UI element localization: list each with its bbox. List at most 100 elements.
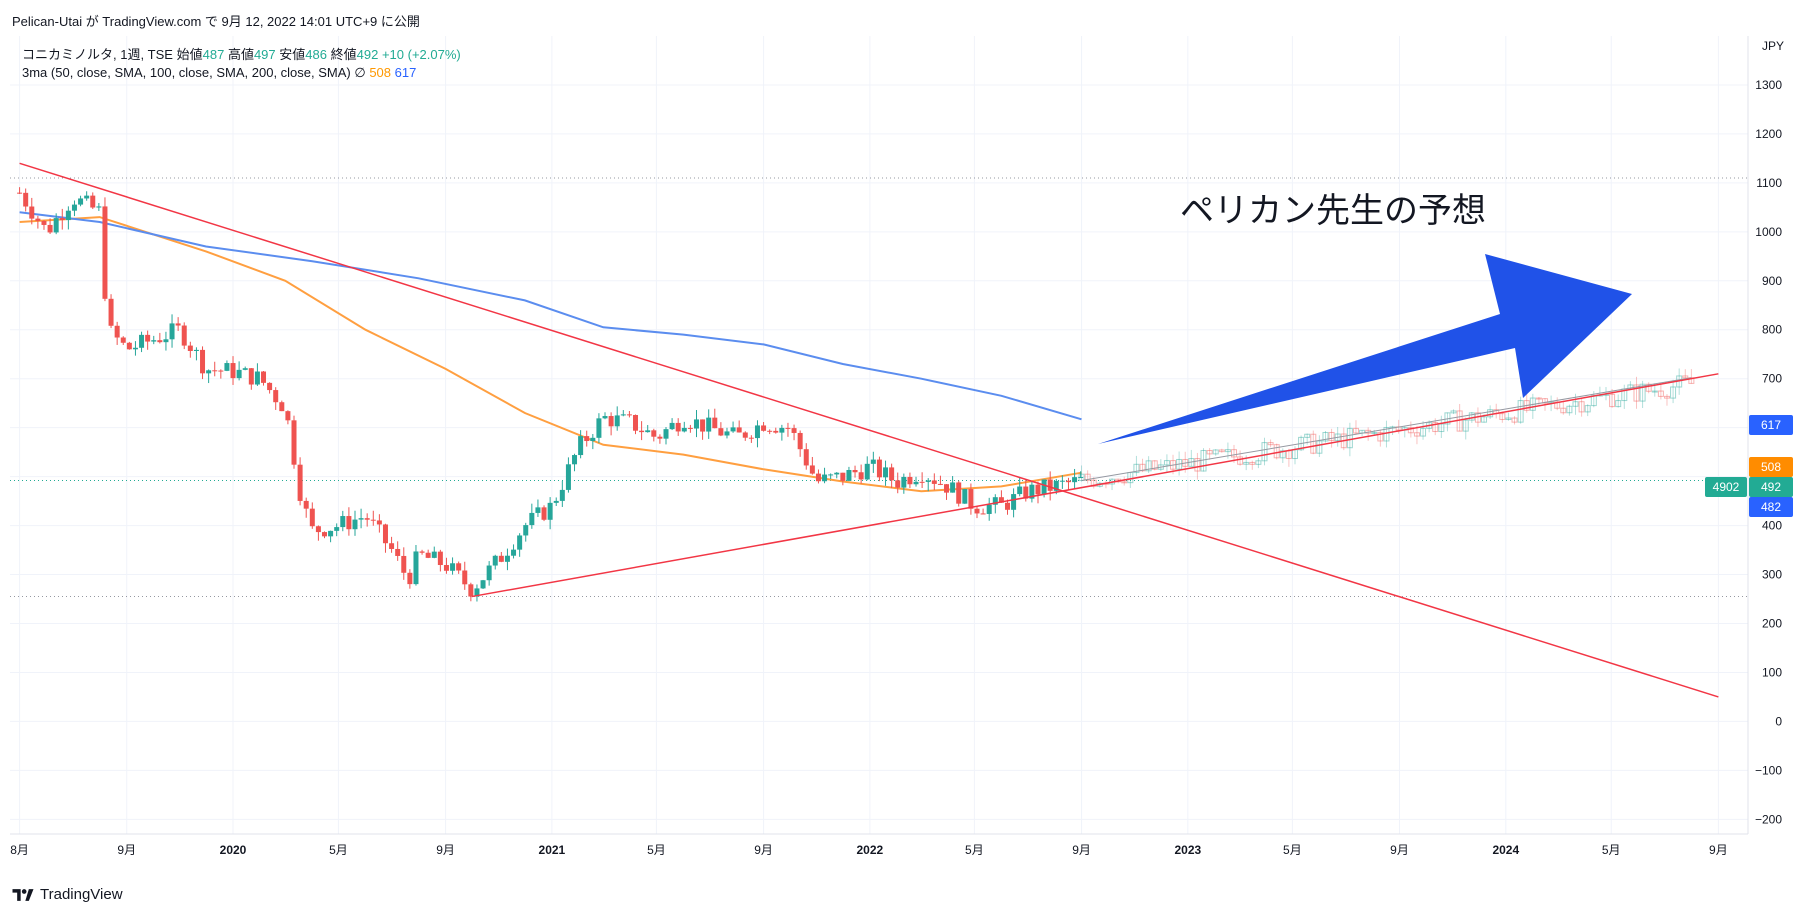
time-axis[interactable]: 8月 9月 2020 5月 9月 2021 5月 9月 2022 5月 9月 2023 5月 9月 2024…	[10, 833, 1748, 857]
candle-body	[547, 502, 553, 520]
candle-body	[590, 437, 596, 442]
forecast-body	[1639, 383, 1646, 402]
forecast-body	[1572, 401, 1579, 407]
price-tag-label: 492	[1761, 480, 1781, 494]
candle-body	[895, 480, 901, 488]
forecast-body	[1609, 393, 1616, 408]
time-tick-label: 2024	[1492, 843, 1519, 857]
candle-body	[834, 472, 840, 475]
candle-body	[102, 206, 108, 299]
candle-body	[200, 349, 206, 374]
candle-body	[261, 371, 267, 383]
price-tick-label: 900	[1762, 274, 1782, 288]
price-tag-box	[1749, 477, 1793, 497]
forecast-body	[1151, 460, 1158, 470]
candle-body	[742, 432, 748, 438]
time-tick-label: 9月	[117, 843, 136, 857]
candle-body	[858, 472, 864, 480]
price-tag-label: 617	[1761, 418, 1781, 432]
candle-body	[187, 345, 193, 351]
candle-body	[578, 436, 584, 456]
price-axis[interactable]: JPY1300120011001000900800700600500400300…	[1747, 36, 1784, 834]
candle-body	[913, 481, 919, 485]
forecast-body	[1615, 400, 1622, 408]
open-label: 始値	[176, 47, 203, 62]
candle-body	[779, 427, 785, 433]
price-tags: 617 508 4902 492 482	[1705, 415, 1793, 517]
forecast-body	[1139, 463, 1146, 472]
candle-body	[145, 334, 151, 342]
attribution-bar: Pelican-Utai が TradingView.com で 9月 12, …	[0, 0, 1817, 36]
candle-body	[120, 337, 126, 343]
candle-body	[748, 437, 754, 439]
price-tick-label: 0	[1775, 714, 1782, 728]
candle-body	[358, 518, 364, 520]
forecast-body	[1407, 427, 1414, 434]
candle-body	[956, 482, 962, 504]
candle-body	[1065, 480, 1071, 483]
candle-body	[681, 427, 687, 432]
candle-body	[437, 551, 443, 566]
candle-body	[937, 483, 943, 485]
candle-body	[596, 418, 602, 438]
forecast-body	[1316, 440, 1323, 454]
support-trendline	[471, 373, 1719, 598]
candle-body	[706, 417, 712, 432]
candle-body	[541, 507, 547, 520]
forecast-body	[1657, 390, 1664, 397]
forecast-body	[1377, 431, 1384, 442]
forecast-body	[1304, 433, 1311, 438]
candle-body	[108, 298, 114, 326]
candle-body	[474, 588, 480, 597]
candle-body	[47, 224, 53, 233]
time-tick-label: 5月	[329, 843, 348, 857]
indicator-legend[interactable]: 3ma (50, close, SMA, 100, close, SMA, 20…	[22, 65, 416, 81]
candle-body	[572, 455, 578, 465]
price-chart[interactable]: JPY1300120011001000900800700600500400300…	[0, 36, 1817, 878]
candle-body	[815, 473, 821, 482]
candle-body	[206, 370, 212, 374]
candle-body	[23, 192, 29, 207]
forecast-body	[1578, 401, 1585, 413]
candle-body	[657, 436, 663, 439]
time-tick-label: 8月	[10, 843, 29, 857]
attribution-text: Pelican-Utai が TradingView.com で 9月 12, …	[12, 14, 420, 29]
candle-body	[950, 482, 956, 493]
time-tick-label: 5月	[965, 843, 984, 857]
forecast-body	[1121, 481, 1128, 484]
candle-body	[242, 368, 248, 370]
time-tick-label: 9月	[436, 843, 455, 857]
candle-body	[687, 427, 693, 429]
price-tick-label: 200	[1762, 616, 1782, 630]
candle-body	[193, 349, 199, 351]
candle-body	[980, 513, 986, 515]
candle-body	[511, 549, 517, 556]
forecast-body	[1499, 413, 1506, 420]
candle-body	[565, 464, 571, 490]
candle-body	[291, 420, 297, 465]
candle-body	[1023, 486, 1029, 499]
ma200-line	[19, 211, 1082, 421]
candle-body	[218, 370, 224, 372]
candle-body	[1059, 480, 1065, 482]
candle-body	[608, 416, 614, 427]
candle-body	[407, 572, 413, 585]
time-tick-label: 2023	[1174, 843, 1201, 857]
candle-body	[480, 580, 486, 589]
time-tick-label: 2020	[220, 843, 247, 857]
candle-body	[1078, 477, 1084, 479]
symbol-name: コニカミノルタ, 1週, TSE	[22, 47, 173, 62]
candle-body	[700, 419, 706, 432]
candle-body	[315, 526, 321, 533]
time-tick-label: 9月	[754, 843, 773, 857]
candle-body	[486, 565, 492, 581]
forecast-body	[1511, 417, 1518, 423]
candle-body	[523, 525, 529, 536]
candle-body	[968, 489, 974, 509]
forecast-body	[1224, 449, 1231, 453]
candle-body	[462, 570, 468, 585]
candle-body	[584, 436, 590, 442]
candle-body	[498, 555, 504, 562]
forecast-center-line	[1081, 377, 1692, 482]
candle-body	[279, 402, 285, 412]
